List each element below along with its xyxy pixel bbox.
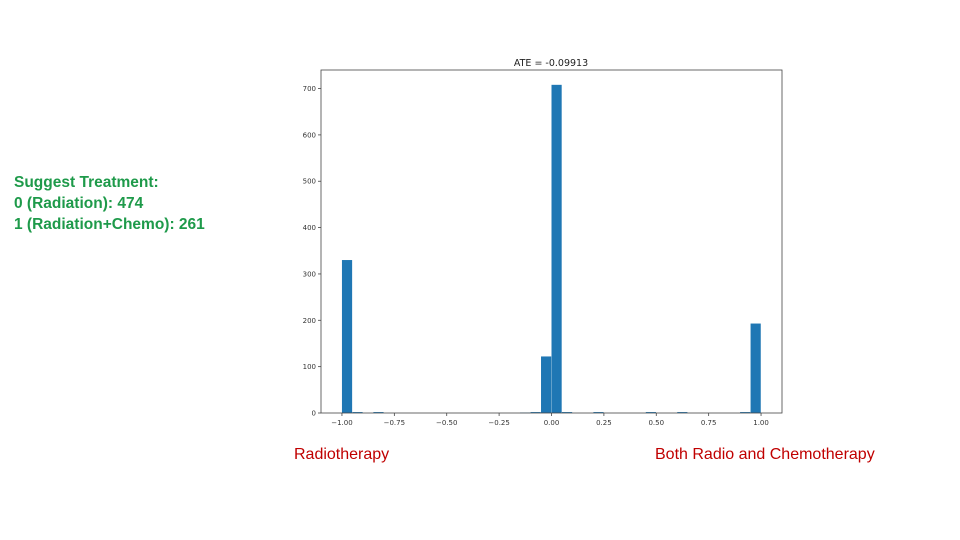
x-tick-label: 0.75	[701, 419, 717, 427]
y-tick-label: 200	[303, 317, 316, 325]
chart-title: ATE = -0.09913	[514, 58, 588, 69]
caption-radio-and-chemotherapy: Both Radio and Chemotherapy	[655, 446, 875, 463]
x-tick-label: 0.50	[648, 419, 664, 427]
y-tick-label: 100	[303, 363, 316, 371]
y-tick-label: 300	[303, 270, 316, 278]
x-tick-label: 1.00	[753, 419, 769, 427]
x-tick-label: −1.00	[331, 419, 352, 427]
x-tick-label: −0.50	[436, 419, 457, 427]
histogram-bar-8	[593, 412, 604, 413]
y-tick-label: 500	[303, 178, 316, 186]
x-tick-label: 0.00	[544, 419, 560, 427]
histogram-bar-10	[677, 412, 688, 413]
y-tick-label: 400	[303, 224, 316, 232]
histogram-bar-4	[530, 412, 541, 413]
x-tick-label: −0.75	[384, 419, 405, 427]
histogram-bar-0	[341, 260, 353, 413]
suggestion-radiation-count: 0 (Radiation): 474	[14, 195, 144, 212]
histogram-bar-5	[541, 356, 552, 413]
histogram-bar-2	[373, 412, 384, 413]
y-tick-label: 600	[303, 131, 316, 139]
histogram-bar-11	[740, 412, 751, 413]
caption-radiotherapy: Radiotherapy	[294, 446, 390, 463]
y-tick-label: 700	[303, 85, 316, 93]
treatment-suggestion: Suggest Treatment: 0 (Radiation): 474 1 …	[14, 172, 205, 235]
histogram-bar-6	[551, 84, 562, 413]
histogram-bar-7	[561, 412, 573, 413]
suggestion-title: Suggest Treatment:	[14, 174, 159, 191]
x-tick-label: 0.25	[596, 419, 612, 427]
histogram-bar-12	[750, 323, 761, 413]
y-tick-label: 0	[312, 410, 316, 418]
histogram-bar-1	[352, 412, 363, 413]
x-tick-label: −0.25	[488, 419, 509, 427]
histogram-bar-9	[645, 412, 656, 413]
suggestion-radiation-chemo-count: 1 (Radiation+Chemo): 261	[14, 216, 205, 233]
